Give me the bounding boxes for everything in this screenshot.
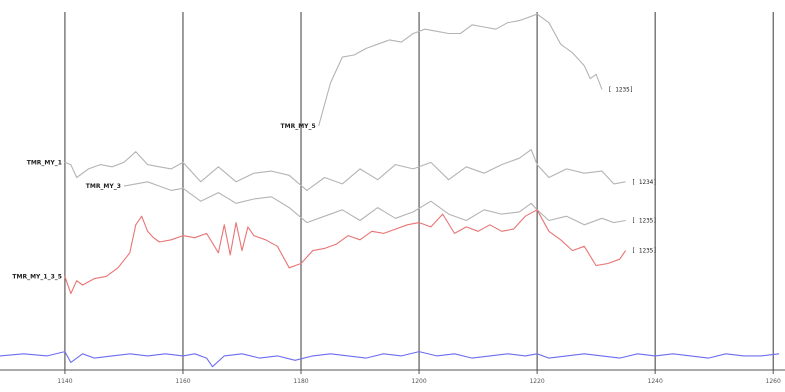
vertical-grid-lines: [64, 12, 774, 370]
x-tick-labels: 1140 1160 1180 1200 1220 1240 1260: [57, 378, 781, 385]
series-line-tmr-my-1-3-5: [64, 209, 627, 295]
x-tick-label: 1140: [57, 378, 72, 385]
series-end-label: [ 1234]: [632, 179, 657, 186]
x-tick-label: 1240: [648, 378, 663, 385]
series-line-tmr-my-3: [123, 181, 626, 226]
series-lines: [0, 13, 780, 368]
series-name-label: TMR_MY_1: [27, 159, 62, 166]
series-line-tmr-my-1: [64, 149, 626, 191]
x-tick-label: 1160: [175, 378, 190, 385]
series-end-label: [ 1235]: [632, 248, 657, 255]
x-tick-label: 1220: [529, 378, 544, 385]
x-axis: [0, 369, 785, 374]
series-name-label: TMR_MY_5: [281, 123, 316, 130]
series-end-label: [ 1235]: [608, 86, 633, 93]
series-labels: TMR_MY_5 [ 1235] TMR_MY_1 [ 1234] TMR_MY_3 [ …: [12, 86, 657, 280]
x-tick-label: 1180: [293, 378, 308, 385]
series-name-label: TMR_MY_3: [86, 183, 121, 190]
x-tick-label: 1260: [766, 378, 781, 385]
series-line-tmr-my-5: [318, 13, 603, 127]
x-tick-label: 1200: [411, 378, 426, 385]
series-name-label: TMR_MY_1_3_5: [12, 273, 62, 280]
series-end-label: [ 1235]: [632, 218, 657, 225]
series-line-baseline: [0, 351, 780, 368]
